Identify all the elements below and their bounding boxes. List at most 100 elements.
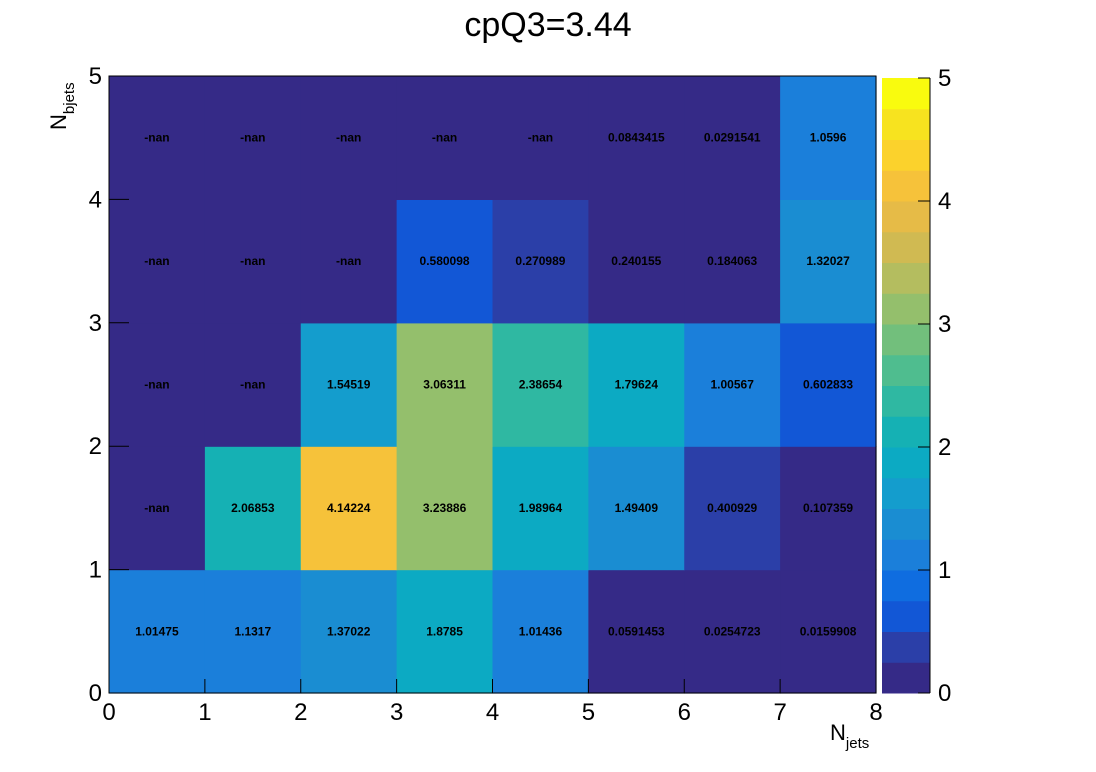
y-tick-label: 0 — [89, 680, 102, 707]
color-scale-step — [882, 631, 930, 663]
heatmap-cell — [684, 446, 781, 571]
cell-value-label: 0.107359 — [803, 501, 853, 515]
color-scale-tick-label: 1 — [938, 557, 951, 584]
heatmap-cell — [300, 199, 398, 324]
cell-value-label: 3.23886 — [423, 501, 467, 515]
cell-value-label: 0.270989 — [515, 254, 565, 268]
chart-title: cpQ3=3.44 — [464, 6, 631, 44]
heatmap-cell — [588, 446, 685, 571]
cell-value-label: 0.184063 — [707, 254, 757, 268]
heatmap-cells — [109, 76, 877, 694]
y-axis-label: Nbjets — [46, 82, 78, 130]
cell-value-label: -nan — [336, 131, 361, 145]
color-scale-step — [882, 293, 930, 325]
heatmap-cell — [300, 322, 398, 447]
cell-value-label: -nan — [240, 378, 265, 392]
color-scale-step — [882, 201, 930, 233]
color-scale-step — [882, 600, 930, 632]
cell-value-label: -nan — [144, 378, 169, 392]
heatmap-cell — [204, 322, 302, 447]
heatmap-cell — [684, 199, 781, 324]
color-scale-tick-label: 2 — [938, 434, 951, 461]
heatmap-cell-labels: 1.01475 1.1317 1.37022 1.8785 1.01436 0.05914… — [135, 131, 857, 639]
color-scale-step — [882, 170, 930, 202]
heatmap-cell — [780, 76, 877, 200]
cell-value-label: -nan — [240, 131, 265, 145]
heatmap-cell — [780, 446, 877, 571]
color-scale-step — [882, 108, 930, 140]
x-axis: 0 1 2 3 4 5 6 7 8 — [102, 679, 883, 726]
cell-value-label: 1.01475 — [135, 624, 179, 638]
heatmap-cell — [492, 322, 589, 447]
cell-value-label: -nan — [144, 254, 169, 268]
heatmap-cell — [684, 76, 781, 200]
heatmap-cell — [684, 322, 781, 447]
heatmap-cell — [588, 199, 685, 324]
cell-value-label: 1.8785 — [426, 624, 463, 638]
color-scale-step — [882, 231, 930, 263]
cell-value-label: 1.54519 — [327, 378, 371, 392]
cell-value-label: 0.0254723 — [704, 624, 761, 638]
x-tick-label: 1 — [198, 699, 211, 726]
cell-value-label: 4.14224 — [327, 501, 371, 515]
heatmap-cell — [780, 569, 877, 694]
x-tick-label: 2 — [294, 699, 307, 726]
x-tick-label: 8 — [869, 699, 882, 726]
color-scale-step — [882, 78, 930, 110]
heatmap-cell — [109, 446, 206, 571]
heatmap-cell — [204, 569, 302, 694]
y-tick-label: 1 — [89, 557, 102, 584]
cell-value-label: -nan — [528, 131, 553, 145]
cell-value-label: 3.06311 — [423, 378, 466, 392]
color-scale-tick-label: 0 — [938, 680, 951, 707]
color-scale-step — [882, 324, 930, 356]
y-tick-label: 5 — [89, 63, 102, 90]
x-tick-label: 6 — [678, 699, 691, 726]
color-scale-step — [882, 477, 930, 509]
heatmap-cell — [588, 322, 685, 447]
heatmap-cell — [300, 76, 398, 200]
heatmap-cell — [396, 446, 494, 571]
x-tick-label: 0 — [102, 699, 115, 726]
heatmap-cell — [492, 199, 589, 324]
color-scale-tick-label: 4 — [938, 188, 951, 215]
color-scale-step — [882, 570, 930, 602]
cell-value-label: -nan — [144, 501, 169, 515]
heatmap-cell — [300, 569, 398, 694]
heatmap-cell — [109, 322, 206, 447]
cell-value-label: 0.602833 — [803, 378, 853, 392]
cell-value-label: 1.32027 — [806, 254, 850, 268]
y-tick-label: 4 — [89, 186, 102, 213]
x-tick-label: 3 — [390, 699, 403, 726]
cell-value-label: 0.0159908 — [800, 624, 857, 638]
x-tick-label: 4 — [486, 699, 499, 726]
y-tick-label: 3 — [89, 310, 102, 337]
color-scale-step — [882, 662, 930, 694]
color-scale-step — [882, 262, 930, 294]
cell-value-label: 0.0291541 — [704, 131, 761, 145]
color-scale-step — [882, 539, 930, 571]
heatmap-cell — [204, 446, 302, 571]
color-scale-step — [882, 447, 930, 479]
heatmap-cell — [396, 322, 494, 447]
cell-value-label: 0.0591453 — [608, 624, 665, 638]
heatmap-cell — [204, 199, 302, 324]
heatmap-cell — [204, 76, 302, 200]
heatmap-cell — [396, 569, 494, 694]
color-scale-step — [882, 354, 930, 386]
heatmap-cell — [492, 446, 589, 571]
heatmap-cell — [492, 569, 589, 694]
heatmap-cell — [780, 322, 877, 447]
cell-value-label: 1.00567 — [710, 378, 754, 392]
color-scale-axis: 0 1 2 3 4 5 — [918, 65, 951, 707]
cell-value-label: 1.01436 — [519, 624, 563, 638]
cell-value-label: 2.38654 — [519, 378, 563, 392]
heatmap-cell — [109, 76, 206, 200]
cell-value-label: 0.580098 — [420, 254, 470, 268]
heatmap-cell — [109, 199, 206, 324]
x-tick-label: 7 — [773, 699, 786, 726]
cell-value-label: 1.49409 — [615, 501, 659, 515]
heatmap-cell — [684, 569, 781, 694]
heatmap-cell — [492, 76, 589, 200]
